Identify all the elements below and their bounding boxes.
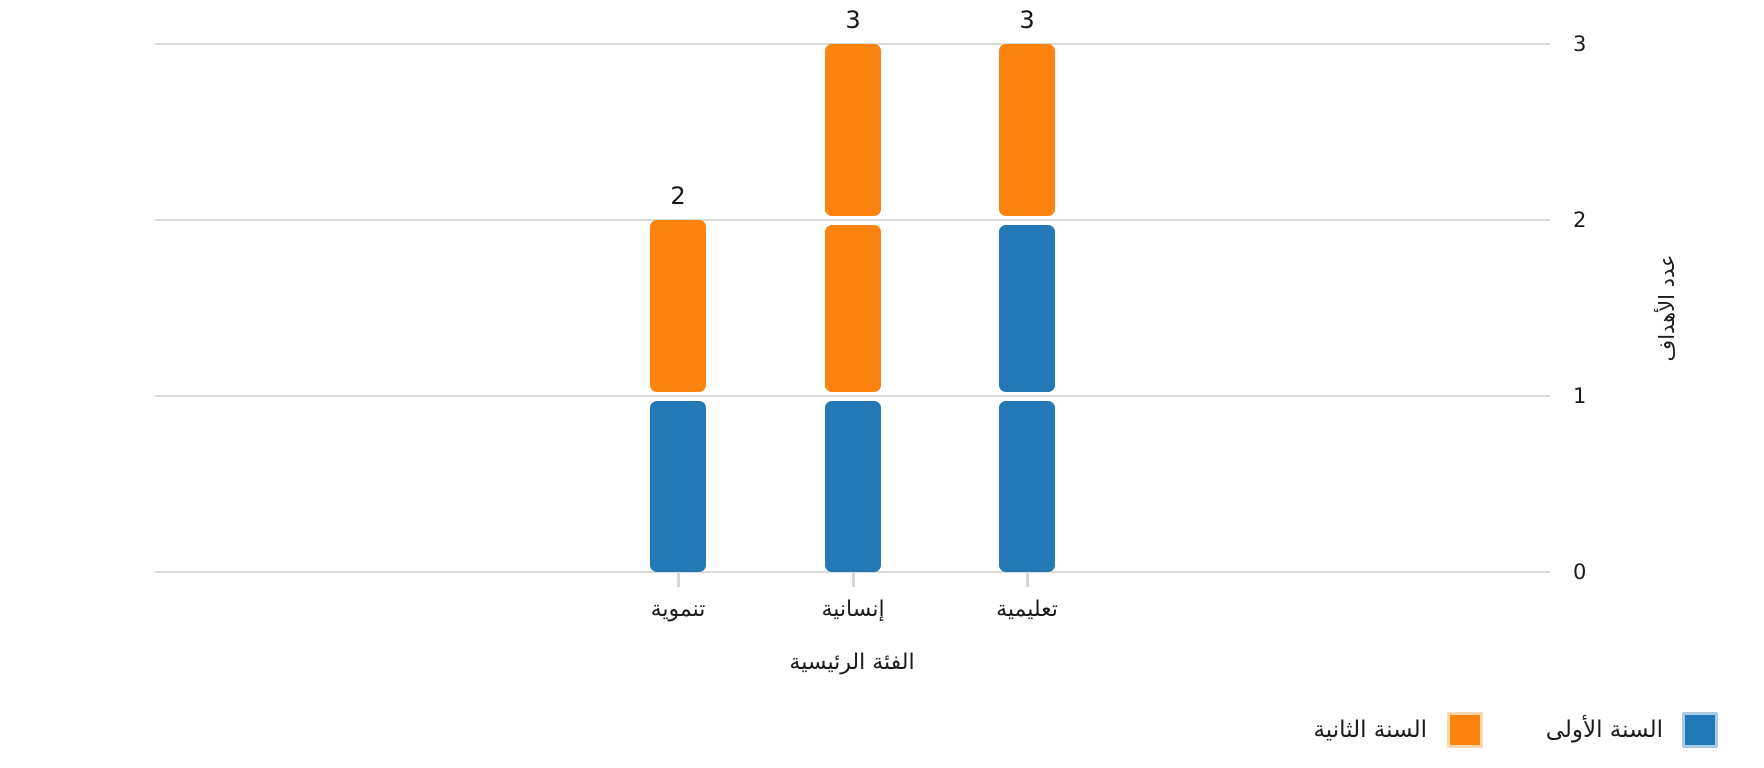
gridline [155, 571, 1550, 573]
bar-segment-second-year[interactable] [825, 225, 881, 392]
x-axis-title: الفئة الرئيسية [789, 650, 915, 675]
gridline [155, 395, 1550, 397]
y-tick-label: 2 [1573, 208, 1587, 232]
bar-segment-first-year[interactable] [825, 401, 881, 572]
bar-segment-second-year[interactable] [825, 44, 881, 216]
x-tick-label: تعليمية [996, 597, 1058, 622]
bar-segment-first-year[interactable] [999, 225, 1055, 392]
x-tick-label: تنموية [650, 597, 706, 622]
x-tick-mark [1025, 573, 1029, 587]
bar-total-label: 3 [1019, 6, 1035, 34]
x-tick-label: إنسانية [821, 597, 885, 622]
bar-segment-first-year[interactable] [999, 401, 1055, 572]
x-tick-mark [851, 573, 855, 587]
gridline [155, 219, 1550, 221]
legend-label-first-year[interactable]: السنة الأولى [1545, 717, 1663, 743]
y-tick-label: 0 [1573, 560, 1587, 584]
bar-segment-first-year[interactable] [650, 401, 706, 572]
bar-total-label: 2 [670, 182, 686, 210]
bar-segment-second-year[interactable] [999, 44, 1055, 216]
y-axis-title: عدد الأهداف [1655, 254, 1679, 362]
legend-swatch-first-year[interactable] [1682, 712, 1718, 748]
legend-label-second-year[interactable]: السنة الثانية [1313, 717, 1427, 743]
legend-swatch-second-year[interactable] [1447, 712, 1483, 748]
bar-total-label: 3 [845, 6, 861, 34]
bar-segment-second-year[interactable] [650, 220, 706, 392]
y-tick-label: 3 [1573, 32, 1587, 56]
y-tick-label: 1 [1573, 384, 1587, 408]
x-tick-mark [676, 573, 680, 587]
